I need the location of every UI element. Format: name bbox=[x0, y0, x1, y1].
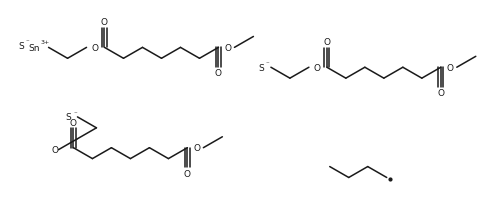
Text: S: S bbox=[19, 42, 24, 51]
Text: O: O bbox=[215, 69, 222, 78]
Text: O: O bbox=[314, 63, 321, 72]
Text: O: O bbox=[70, 118, 77, 127]
Text: Sn: Sn bbox=[29, 44, 40, 53]
Text: O: O bbox=[184, 169, 191, 178]
Text: O: O bbox=[101, 18, 108, 27]
Text: O: O bbox=[447, 63, 454, 72]
Text: S: S bbox=[65, 113, 71, 122]
Text: O: O bbox=[194, 143, 200, 152]
Text: ⁻: ⁻ bbox=[266, 61, 270, 67]
Text: O: O bbox=[52, 145, 58, 154]
Text: O: O bbox=[91, 44, 98, 53]
Text: ⁻: ⁻ bbox=[26, 39, 29, 45]
Text: 3+: 3+ bbox=[41, 40, 50, 45]
Text: ⁻: ⁻ bbox=[74, 110, 77, 116]
Text: O: O bbox=[323, 38, 330, 47]
Text: O: O bbox=[225, 44, 231, 53]
Text: O: O bbox=[437, 89, 445, 98]
Text: S: S bbox=[258, 63, 264, 72]
